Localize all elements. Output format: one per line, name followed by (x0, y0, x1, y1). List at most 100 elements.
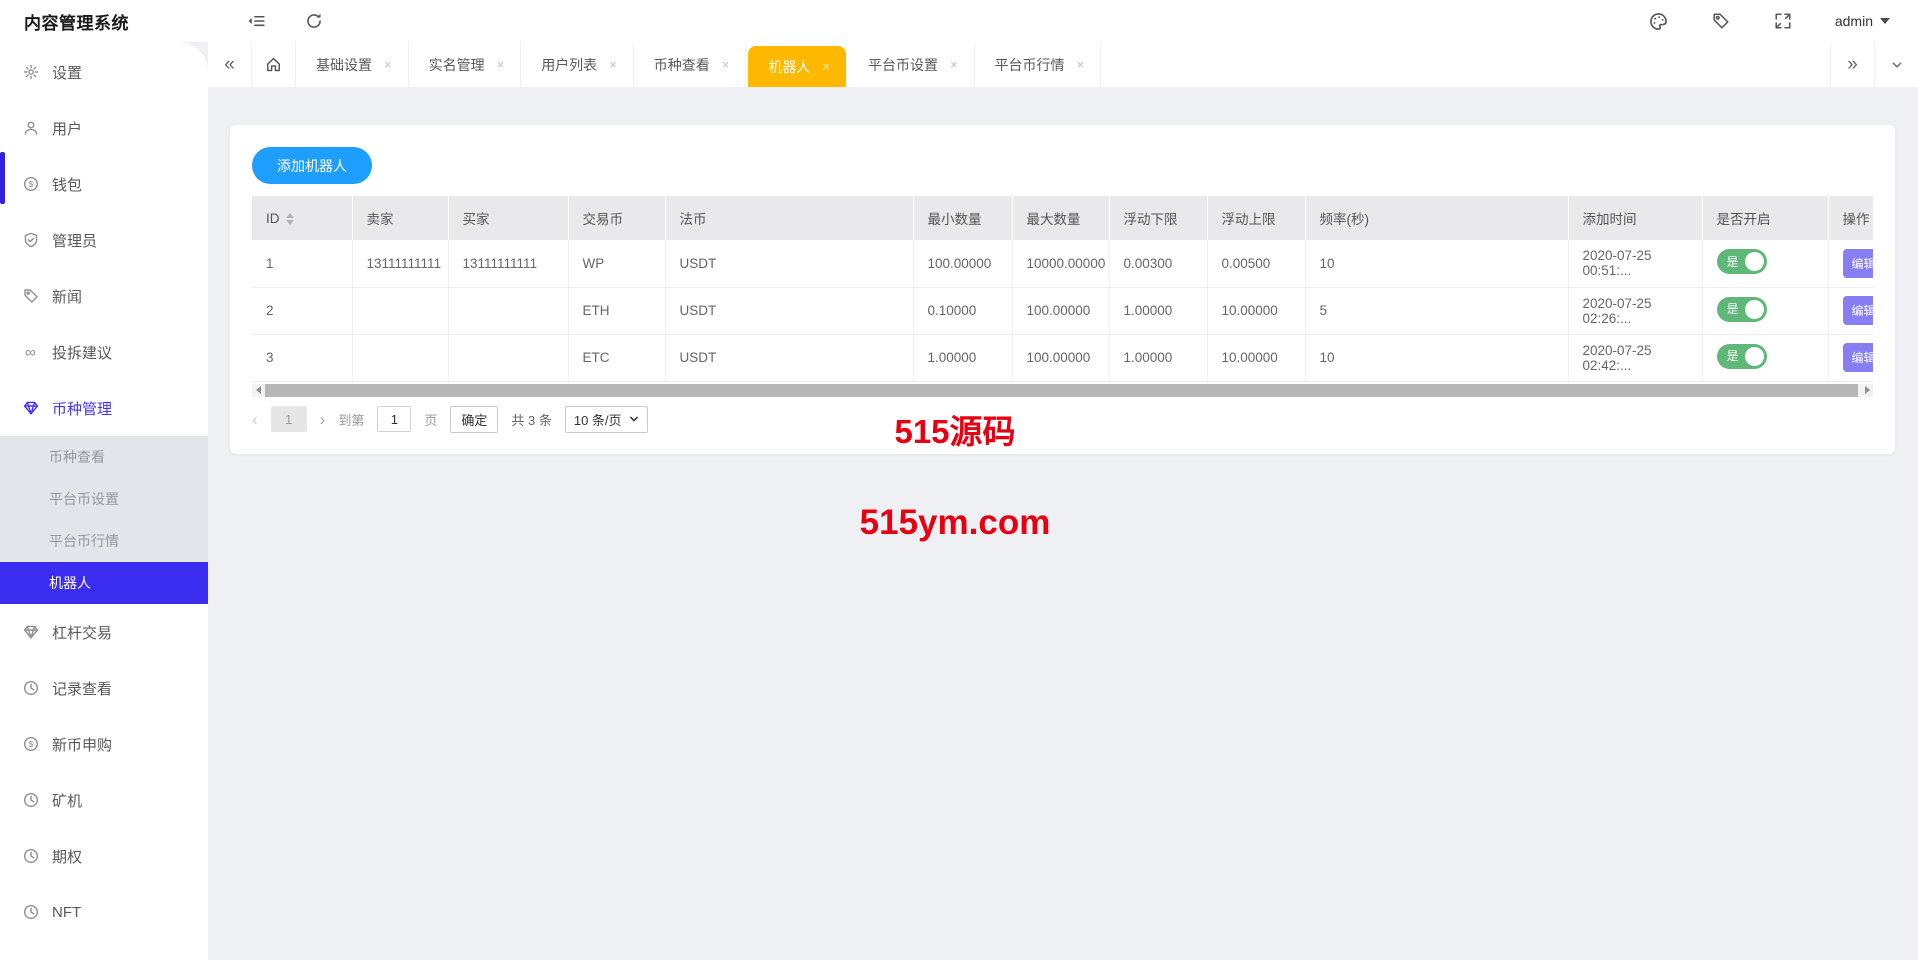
tab-coin-view[interactable]: 币种查看 × (634, 42, 747, 87)
confirm-button[interactable]: 确定 (450, 405, 499, 433)
tab-robot-active[interactable]: 机器人 × (748, 46, 846, 87)
close-icon[interactable]: × (609, 57, 617, 72)
page-size-select[interactable]: 10 条/页 (564, 405, 648, 433)
enable-toggle[interactable]: 是 (1716, 296, 1767, 322)
tab-user-list[interactable]: 用户列表 × (521, 42, 634, 87)
scroll-left-arrow[interactable] (252, 384, 264, 397)
tab-label: 用户列表 (541, 56, 598, 73)
tab-platform-coin-settings[interactable]: 平台币设置 × (848, 42, 975, 87)
cell-float-upper: 10.00000 (1207, 334, 1306, 382)
cell-created-at: 2020-07-25 00:51:... (1568, 240, 1703, 288)
cell-max-amount: 100.00000 (1012, 287, 1110, 335)
user-menu[interactable]: admin (1835, 13, 1890, 29)
column-header-enabled: 是否开启 (1702, 196, 1829, 240)
enable-toggle[interactable]: 是 (1716, 343, 1767, 369)
edit-button[interactable]: 编辑 (1842, 296, 1873, 325)
sidebar-item-news[interactable]: 新闻 (0, 268, 208, 324)
sidebar-item-users[interactable]: 用户 (0, 100, 208, 156)
column-header-float-upper: 浮动上限 (1207, 196, 1306, 240)
sub-item-label: 平台币行情 (49, 533, 119, 549)
home-icon[interactable] (252, 42, 296, 87)
cell-id: 3 (252, 334, 353, 382)
tab-realname-management[interactable]: 实名管理 × (409, 42, 522, 87)
next-page-button[interactable]: › (319, 409, 326, 429)
sidebar: 设置 用户 $ 钱包 (0, 42, 208, 960)
table-row: 3 ETC USDT 1.00000 100.00000 1.00000 10.… (252, 334, 1873, 382)
sidebar-item-label: 记录查看 (52, 680, 113, 698)
sidebar-item-label: 杠杆交易 (52, 624, 113, 642)
total-count-label: 共 3 条 (511, 412, 552, 428)
sidebar-item-suggestions[interactable]: ∞ 投拆建议 (0, 324, 208, 380)
tab-label: 平台币行情 (994, 56, 1065, 73)
column-header-action: 操作 (1828, 196, 1873, 240)
close-icon[interactable]: × (949, 57, 958, 72)
close-icon[interactable]: × (1076, 57, 1085, 72)
sidebar-subitem-coin-view[interactable]: 币种查看 (0, 436, 208, 478)
sidebar-subitem-platform-coin-settings[interactable]: 平台币设置 (0, 478, 208, 520)
toggle-knob (1744, 252, 1764, 272)
tab-platform-coin-market[interactable]: 平台币行情 × (975, 42, 1102, 87)
sort-icon[interactable] (285, 212, 294, 225)
cell-frequency: 10 (1305, 334, 1569, 382)
tag-icon[interactable] (1711, 11, 1731, 31)
close-icon[interactable]: × (822, 59, 830, 74)
tabs-scroll-right-button[interactable]: » (1830, 42, 1874, 87)
refresh-icon[interactable] (304, 11, 324, 31)
close-icon[interactable]: × (721, 57, 730, 72)
sidebar-item-records[interactable]: 记录查看 (0, 660, 208, 716)
cell-max-amount: 10000.00000 (1012, 240, 1110, 288)
close-icon[interactable]: × (496, 57, 505, 72)
cell-min-amount: 1.00000 (913, 334, 1013, 382)
sidebar-item-new-coin-subscription[interactable]: $ 新币申购 (0, 716, 208, 772)
sidebar-item-options[interactable]: 期权 (0, 828, 208, 884)
page-number-button[interactable]: 1 (270, 406, 307, 432)
close-icon[interactable]: × (384, 57, 392, 72)
column-header-frequency: 频率(秒) (1305, 196, 1569, 240)
goto-page-input[interactable] (377, 406, 412, 432)
sidebar-subitem-robot[interactable]: 机器人 (0, 562, 208, 604)
enable-toggle[interactable]: 是 (1716, 249, 1767, 275)
scrollbar-thumb[interactable] (265, 383, 1858, 397)
tab-basic-settings[interactable]: 基础设置 × (296, 42, 409, 87)
sidebar-item-label: 设置 (52, 64, 83, 82)
infinity-icon: ∞ (25, 343, 36, 361)
tab-label: 平台币设置 (867, 56, 938, 73)
scroll-right-arrow[interactable] (1861, 384, 1873, 397)
sidebar-item-admins[interactable]: 管理员 (0, 212, 208, 268)
pagination: ‹ 1 › 到第 页 确定 共 3 条 10 条/页 (252, 405, 1873, 433)
sidebar-item-label: 新币申购 (52, 736, 113, 754)
sidebar-item-nft[interactable]: NFT (0, 884, 208, 940)
edit-button[interactable]: 编辑 (1842, 248, 1873, 278)
cell-action: 编辑 (1828, 287, 1873, 335)
app-title: 内容管理系统 (24, 13, 129, 33)
palette-icon[interactable] (1649, 11, 1669, 31)
tab-label: 机器人 (768, 58, 811, 75)
tab-label: 基础设置 (316, 56, 372, 73)
tabs-menu-button[interactable] (1874, 42, 1918, 87)
sidebar-subitem-platform-coin-market[interactable]: 平台币行情 (0, 520, 208, 562)
prev-page-button[interactable]: ‹ (252, 409, 258, 429)
edit-button[interactable]: 编辑 (1842, 343, 1873, 372)
sidebar-item-label: 钱包 (52, 176, 83, 194)
page-size-label: 10 条/页 (573, 412, 622, 428)
add-robot-button[interactable]: 添加机器人 (252, 147, 372, 184)
sidebar-item-wallet[interactable]: $ 钱包 (0, 156, 208, 212)
collapse-sidebar-icon[interactable] (246, 11, 266, 31)
cell-float-upper: 0.00500 (1207, 240, 1306, 288)
column-header-id[interactable]: ID (252, 196, 353, 240)
topbar-right: admin (1649, 11, 1918, 31)
cell-action: 编辑 (1828, 334, 1873, 382)
cell-frequency: 10 (1305, 240, 1569, 288)
cell-min-amount: 100.00000 (913, 240, 1013, 288)
tab-label: 实名管理 (428, 56, 485, 73)
sidebar-column: 设置 用户 $ 钱包 (0, 42, 208, 960)
tabs-scroll-left-button[interactable]: « (208, 42, 252, 87)
cell-created-at: 2020-07-25 02:26:... (1568, 287, 1703, 335)
fullscreen-icon[interactable] (1773, 11, 1793, 31)
toggle-knob (1744, 346, 1764, 366)
sidebar-scrollbar[interactable] (0, 152, 5, 204)
sidebar-item-settings[interactable]: 设置 (0, 44, 208, 100)
sidebar-item-coin-management[interactable]: 币种管理 (0, 380, 208, 436)
sidebar-item-mining-machine[interactable]: 矿机 (0, 772, 208, 828)
sidebar-item-margin-trading[interactable]: 杠杆交易 (0, 604, 208, 660)
